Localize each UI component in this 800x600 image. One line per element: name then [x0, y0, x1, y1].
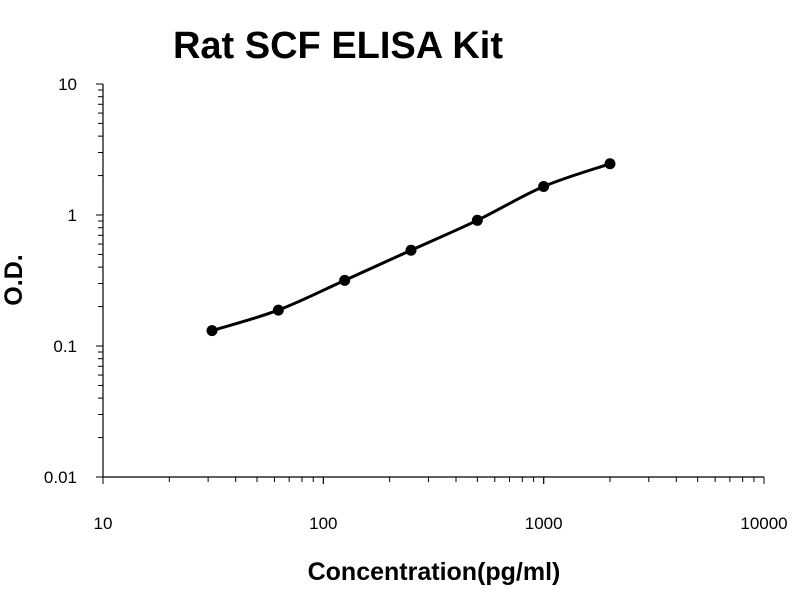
x-tick-label: 100	[309, 514, 337, 533]
y-axis-label: O.D.	[0, 254, 28, 305]
tick-labels: 10 100 1000 10000 0.01 0.1 1 10	[44, 75, 788, 533]
chart-title: Rat SCF ELISA Kit	[173, 25, 503, 67]
data-point	[405, 244, 417, 256]
data-point	[206, 325, 218, 337]
x-tick-label: 10000	[740, 514, 787, 533]
x-tick-label: 10	[94, 514, 113, 533]
axes	[96, 83, 765, 484]
data-point	[538, 181, 550, 193]
data-point	[339, 274, 351, 286]
y-tick-label: 0.1	[53, 337, 77, 356]
y-tick-label: 10	[58, 75, 77, 94]
y-tick-label: 1	[68, 206, 77, 225]
series-layer	[206, 158, 616, 337]
data-point	[272, 304, 284, 316]
y-tick-label: 0.01	[44, 468, 77, 487]
data-point	[471, 214, 483, 226]
x-axis-label: Concentration(pg/ml)	[308, 558, 561, 586]
data-point	[604, 158, 616, 170]
x-tick-label: 1000	[525, 514, 563, 533]
